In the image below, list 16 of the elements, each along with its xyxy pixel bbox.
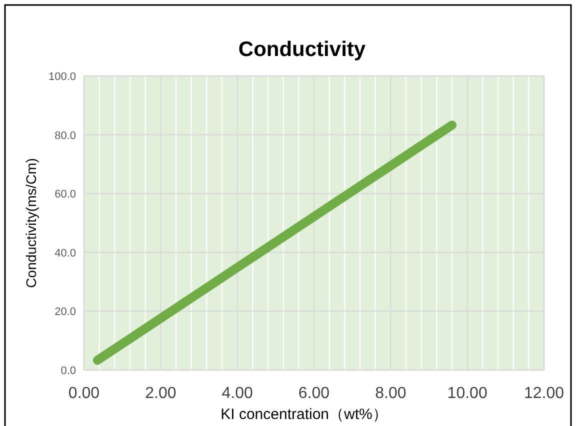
y-tick-label: 40.0 xyxy=(54,247,76,260)
x-tick-label: 0.00 xyxy=(68,385,100,402)
x-axis-title: KI concentration（wt%） xyxy=(220,406,388,423)
x-tick-label: 6.00 xyxy=(298,385,330,402)
chart-title: Conductivity xyxy=(238,38,366,61)
y-tick-label: 20.0 xyxy=(54,306,76,318)
x-tick-label: 10.00 xyxy=(447,385,488,402)
y-tick-label: 0.0 xyxy=(60,365,76,377)
x-tick-label: 8.00 xyxy=(375,385,406,402)
y-tick-label: 100.0 xyxy=(48,71,76,83)
y-axis-title: Conductivity(ms/Cm) xyxy=(23,158,39,288)
y-tick-label: 60.0 xyxy=(54,188,76,201)
x-tick-label: 4.00 xyxy=(222,385,254,402)
y-tick-label: 80.0 xyxy=(54,130,76,142)
x-tick-label: 12.00 xyxy=(524,385,564,402)
x-tick-label: 2.00 xyxy=(145,385,176,402)
